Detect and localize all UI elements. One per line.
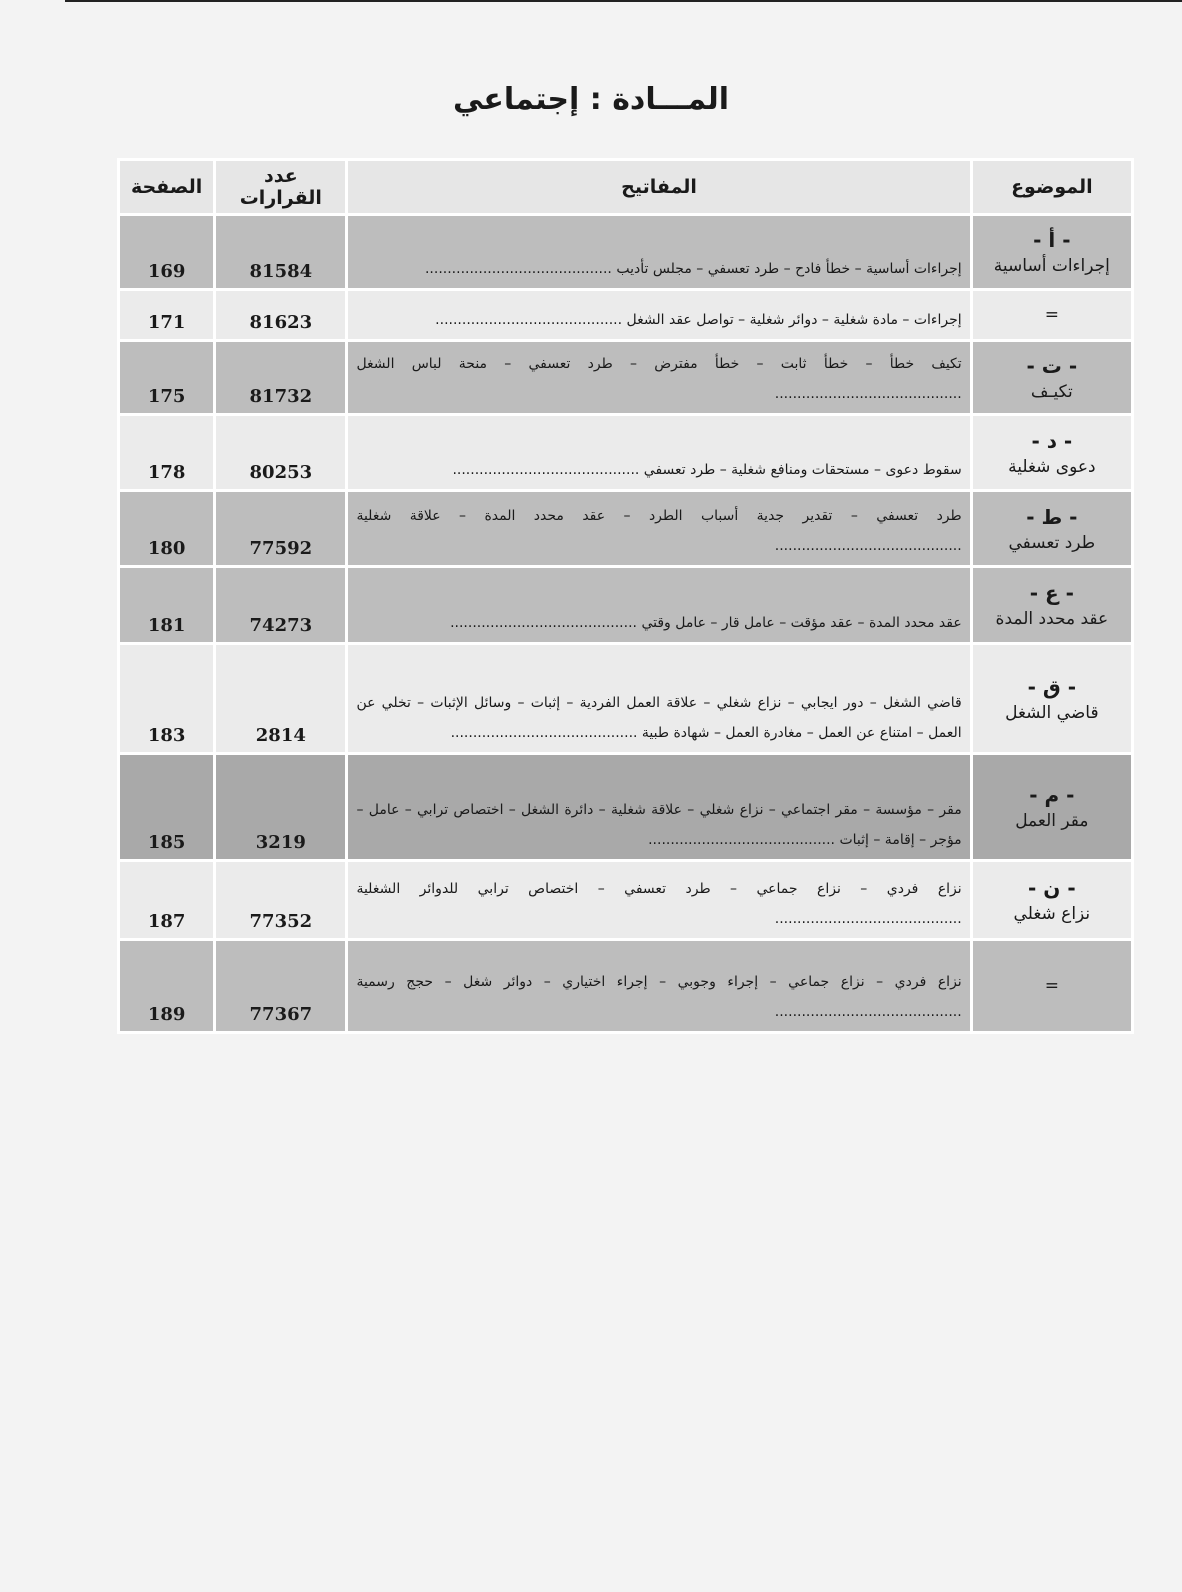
row: = إجراءات – مادة شغلية – دوائر شغلية – تو… [120, 291, 1131, 339]
col-head: الموضوع [972, 161, 1131, 213]
topic-cell: - ع - عقد محدد المدة [972, 568, 1131, 642]
row: - ع - عقد محدد المدة عقد محدد المدة – عقد … [120, 568, 1131, 642]
keywords-cell: عقد محدد المدة – عقد مؤقت – عامل قار – ع… [348, 568, 970, 642]
keywords-cell: مقر – مؤسسة – مقر اجتماعي – نزاع شغلي – … [348, 755, 970, 859]
keywords-cell: قاضي الشغل – دور ايجابي – نزاع شغلي – عل… [348, 645, 970, 752]
rows: - أ - إجراءات أساسية إجراءات أساسية – خطأ … [120, 216, 1131, 1031]
page-number: 169 [120, 216, 214, 288]
topic: مقر العمل [1015, 811, 1089, 831]
page-number: 183 [120, 645, 214, 752]
keywords: قاضي الشغل – دور ايجابي – نزاع شغلي – عل… [356, 695, 961, 741]
page-number: 180 [120, 492, 214, 565]
page-number: 189 [120, 941, 214, 1031]
index-table: الموضوع المفاتيح عدد القرارات الصفحة - أ… [117, 158, 1134, 1034]
row: - د - دعوى شغلية سقوط دعوى – مستحقات ومناف… [120, 416, 1131, 489]
decision-number: 77367 [216, 941, 346, 1031]
topic: تكيـف [1030, 381, 1073, 402]
keywords-cell: تكيف خطأ – خطأ ثابت – خطأ مفترض – طرد تع… [348, 342, 970, 413]
header-row: الموضوع المفاتيح عدد القرارات الصفحة [120, 161, 1131, 213]
topic: دعوى شغلية [1008, 456, 1096, 477]
letter: - ع - [1029, 581, 1074, 605]
keywords: طرد تعسفي – تقدير جدية أسباب الطرد – عقد… [356, 508, 961, 554]
topic: قاضي الشغل [1005, 702, 1099, 723]
page-number: 171 [120, 291, 214, 339]
topic-cell: - أ - إجراءات أساسية [972, 216, 1131, 288]
row: - ط - طرد تعسفي طرد تعسفي – تقدير جدية أسب… [120, 492, 1131, 565]
topic-cell: = [972, 941, 1131, 1031]
topic-cell: = [972, 291, 1131, 339]
letter: - م - [1029, 783, 1075, 807]
topic: عقد محدد المدة [995, 609, 1109, 629]
page-number: 181 [120, 568, 214, 642]
letter: - ق - [1027, 674, 1077, 699]
keywords: إجراءات – مادة شغلية – دوائر شغلية – توا… [435, 312, 962, 328]
page-number: 187 [120, 862, 214, 938]
col-head: الصفحة [120, 161, 214, 213]
keywords: نزاع فردي – نزاع جماعي – طرد تعسفي – اخت… [356, 881, 961, 927]
row: - ن - نزاع شغلي نزاع فردي – نزاع جماعي – ط… [120, 862, 1131, 938]
keywords: إجراءات أساسية – خطأ فادح – طرد تعسفي – … [425, 261, 962, 277]
page-number: 185 [120, 755, 214, 859]
decision-number: 77592 [216, 492, 346, 565]
topic: طرد تعسفي [1008, 532, 1096, 553]
keywords: سقوط دعوى – مستحقات ومنافع شغلية – طرد ت… [452, 462, 961, 478]
topic-cell: - د - دعوى شغلية [972, 416, 1131, 489]
decision-number: 81732 [216, 342, 346, 413]
keywords-cell: نزاع فردي – نزاع جماعي – إجراء وجوبي – إ… [348, 941, 970, 1031]
page-number: 178 [120, 416, 214, 489]
letter: - د - [1031, 428, 1073, 453]
row: - م - مقر العمل مقر – مؤسسة – مقر اجتماعي … [120, 755, 1131, 859]
decision-number: 81584 [216, 216, 346, 288]
topic: إجراءات أساسية [993, 256, 1110, 276]
decision-number: 81623 [216, 291, 346, 339]
row: = نزاع فردي – نزاع جماعي – إجراء وجوبي – … [120, 941, 1131, 1031]
letter: - ت - [1026, 353, 1078, 378]
page-number: 175 [120, 342, 214, 413]
topic: = [1044, 976, 1059, 996]
decision-number: 77352 [216, 862, 346, 938]
topic-cell: - ق - قاضي الشغل [972, 645, 1131, 752]
topic: = [1044, 305, 1059, 325]
keywords: مقر – مؤسسة – مقر اجتماعي – نزاع شغلي – … [356, 802, 961, 848]
keywords-cell: إجراءات – مادة شغلية – دوائر شغلية – توا… [348, 291, 970, 339]
topic-cell: - ط - طرد تعسفي [972, 492, 1131, 565]
keywords: عقد محدد المدة – عقد مؤقت – عامل قار – ع… [450, 615, 962, 631]
col-head: المفاتيح [348, 161, 970, 213]
keywords-cell: نزاع فردي – نزاع جماعي – طرد تعسفي – اخت… [348, 862, 970, 938]
topic-cell: - م - مقر العمل [972, 755, 1131, 859]
decision-number: 3219 [216, 755, 346, 859]
row: - ت - تكيـف تكيف خطأ – خطأ ثابت – خطأ مفتر… [120, 342, 1131, 413]
top-rule [65, 0, 1182, 2]
row: - ق - قاضي الشغل قاضي الشغل – دور ايجابي –… [120, 645, 1131, 752]
letter: - ن - [1028, 876, 1076, 900]
keywords: تكيف خطأ – خطأ ثابت – خطأ مفترض – طرد تع… [356, 356, 961, 402]
col-head: عدد القرارات [216, 161, 346, 213]
keywords: نزاع فردي – نزاع جماعي – إجراء وجوبي – إ… [356, 974, 961, 1020]
letter: - أ - [1033, 228, 1071, 252]
keywords-cell: إجراءات أساسية – خطأ فادح – طرد تعسفي – … [348, 216, 970, 288]
topic: نزاع شغلي [1013, 904, 1091, 924]
decision-number: 74273 [216, 568, 346, 642]
topic-cell: - ت - تكيـف [972, 342, 1131, 413]
topic-cell: - ن - نزاع شغلي [972, 862, 1131, 938]
row: - أ - إجراءات أساسية إجراءات أساسية – خطأ … [120, 216, 1131, 288]
decision-number: 2814 [216, 645, 346, 752]
keywords-cell: سقوط دعوى – مستحقات ومنافع شغلية – طرد ت… [348, 416, 970, 489]
decision-number: 80253 [216, 416, 346, 489]
letter: - ط - [1026, 504, 1078, 529]
keywords-cell: طرد تعسفي – تقدير جدية أسباب الطرد – عقد… [348, 492, 970, 565]
title: المـــادة : إجتماعي [452, 82, 730, 117]
